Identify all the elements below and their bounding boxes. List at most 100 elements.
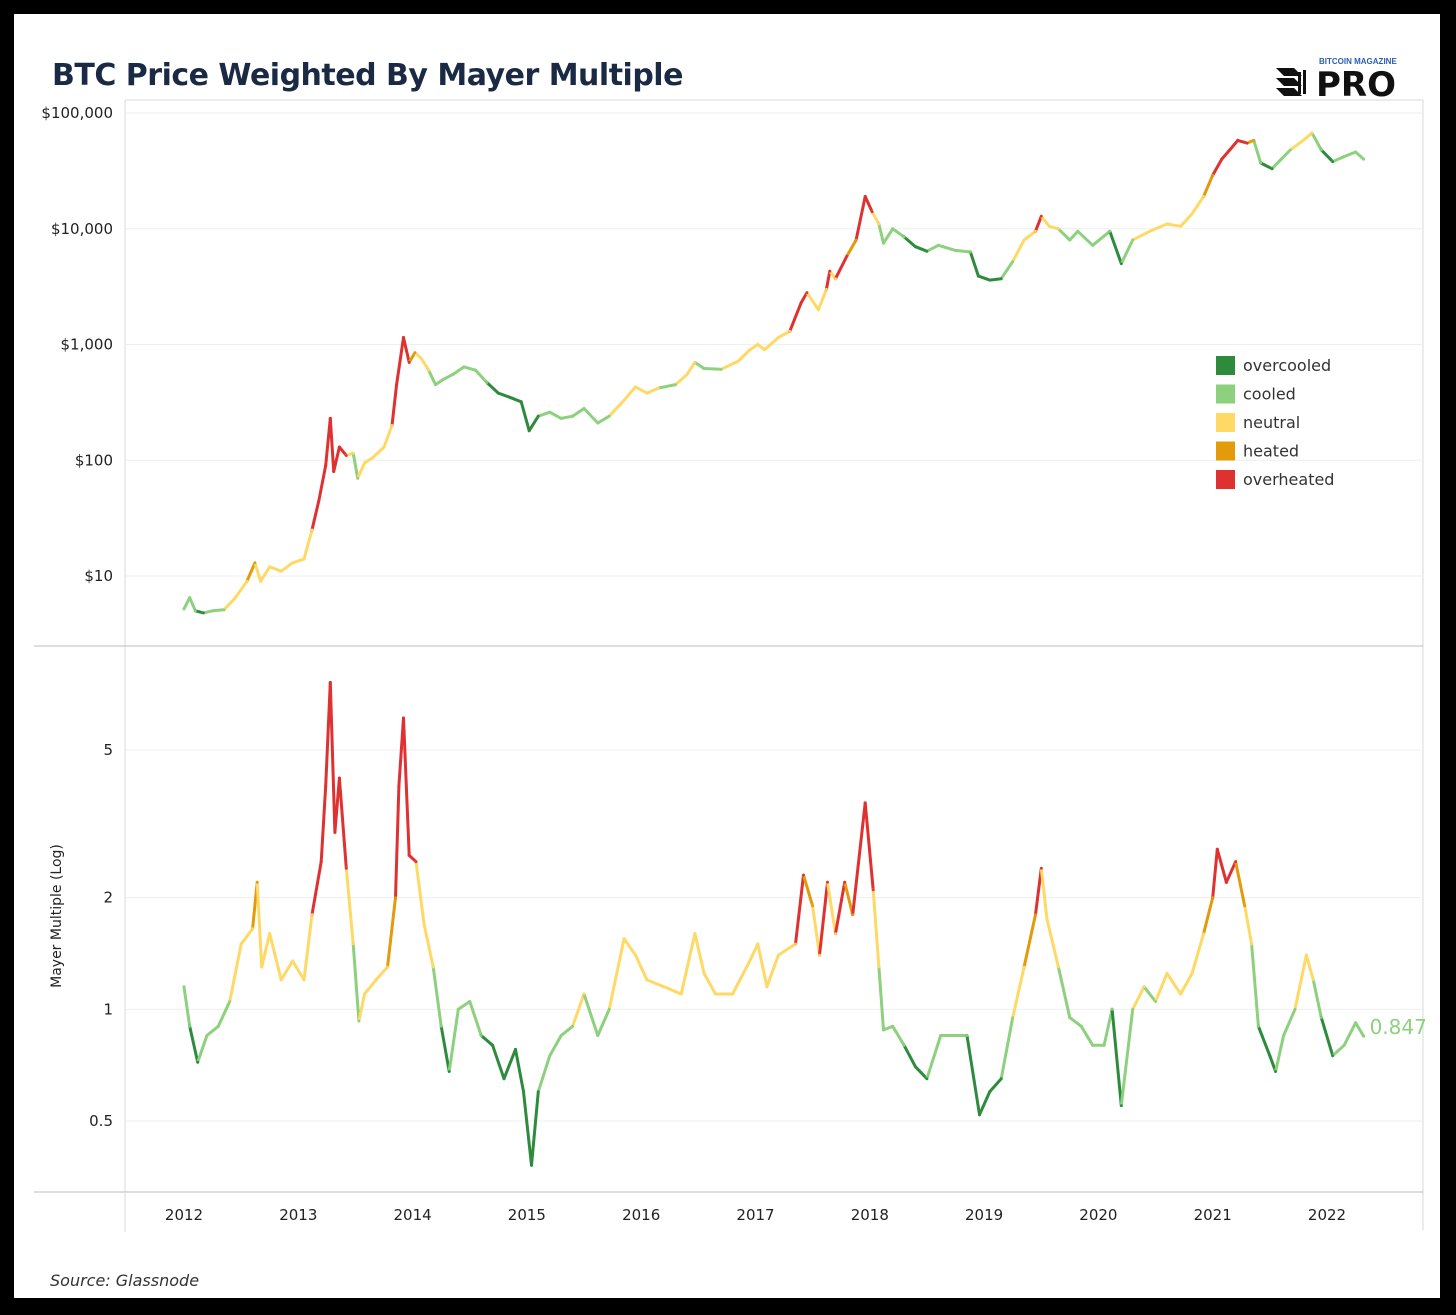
mayer-point	[363, 992, 366, 996]
mayer-point	[1293, 1007, 1297, 1011]
price-point	[1039, 214, 1043, 218]
price-segment	[702, 367, 723, 371]
price-point	[548, 410, 552, 414]
price-point	[194, 609, 197, 613]
price-segment	[1165, 222, 1183, 228]
price-point	[1220, 157, 1224, 161]
price-point	[845, 254, 849, 258]
mayer-segment	[291, 959, 306, 982]
price-segment	[845, 238, 858, 258]
price-point	[571, 414, 574, 418]
price-point	[1179, 224, 1183, 228]
mayer-segment	[439, 1024, 451, 1073]
mayer-segment	[1142, 985, 1157, 1003]
price-segment	[776, 329, 792, 339]
mayer-point	[765, 985, 769, 989]
mayer-segment	[228, 942, 243, 1003]
price-point	[420, 357, 424, 361]
mayer-point	[1274, 1070, 1277, 1073]
x-tick-label: 2022	[1308, 1206, 1346, 1224]
price-segment	[763, 336, 780, 352]
mayer-segment	[344, 866, 355, 946]
mayer-segment	[1056, 965, 1072, 1020]
price-point	[977, 274, 980, 278]
price-point	[1165, 222, 1169, 226]
price-point	[634, 385, 637, 389]
price-point	[182, 607, 186, 611]
price-point	[332, 470, 336, 473]
price-segment	[622, 385, 637, 402]
price-segment	[674, 373, 689, 387]
price-segment	[1131, 229, 1152, 242]
legend-swatch-overcooled	[1216, 356, 1235, 375]
price-point	[527, 429, 531, 433]
mayer-point	[1282, 1034, 1285, 1037]
price-segment	[976, 274, 992, 282]
mayer-point	[386, 965, 389, 969]
mayer-point	[978, 1113, 981, 1117]
price-point	[1310, 131, 1314, 135]
price-segment	[1354, 150, 1366, 161]
mayer-point	[374, 978, 378, 982]
mayer-point	[1250, 942, 1253, 946]
mayer-point	[826, 880, 829, 884]
mayer-segment	[1110, 1007, 1123, 1108]
mayer-point	[777, 953, 780, 957]
price-point	[188, 596, 192, 600]
price-point	[1245, 141, 1249, 145]
mayer-point	[1362, 1034, 1365, 1038]
price-point	[474, 368, 477, 372]
price-point	[559, 417, 563, 420]
mayer-segment	[1256, 1024, 1272, 1058]
price-point	[1289, 148, 1292, 152]
mayer-segment	[1034, 866, 1043, 917]
mayer-point	[954, 1034, 957, 1037]
price-segment	[253, 561, 263, 583]
price-segment	[351, 451, 360, 480]
price-segment	[891, 227, 906, 239]
price-segment	[863, 195, 874, 214]
price-segment	[1342, 150, 1358, 159]
mayer-segment	[645, 978, 666, 989]
price-point	[508, 395, 512, 399]
price-segment	[748, 343, 760, 352]
price-segment	[310, 498, 321, 532]
price-segment	[596, 414, 611, 425]
price-point	[1047, 224, 1051, 228]
price-segment	[559, 414, 575, 420]
price-point	[371, 456, 374, 460]
price-segment	[1236, 138, 1249, 145]
mayer-segment	[1011, 965, 1026, 1020]
price-point	[954, 249, 957, 252]
mayer-point	[1342, 1043, 1346, 1047]
x-tick-label: 2013	[279, 1206, 317, 1224]
price-point	[988, 278, 992, 282]
mayer-point	[310, 913, 314, 916]
price-segment	[1211, 157, 1224, 177]
price-segment	[451, 365, 466, 377]
mayer-segment	[386, 896, 397, 969]
mayer-segment	[447, 1007, 460, 1073]
mayer-point	[1311, 978, 1315, 982]
price-segment	[407, 351, 417, 364]
mayer-segment	[328, 681, 337, 834]
mayer-point	[319, 860, 323, 864]
mayer-segment	[1079, 1024, 1095, 1047]
mayer-segment	[536, 1054, 552, 1094]
x-tick-label: 2018	[851, 1206, 889, 1224]
price-point	[1034, 229, 1037, 233]
price-segment	[656, 383, 677, 390]
mayer-segment	[1165, 971, 1183, 996]
price-segment	[693, 360, 706, 370]
legend-label-heated: heated	[1243, 442, 1299, 461]
mayer-segment	[662, 985, 683, 996]
price-point	[1108, 229, 1112, 233]
mayer-point	[468, 1000, 472, 1003]
price-segment	[788, 301, 803, 333]
price-point	[395, 383, 398, 386]
price-segment	[1319, 148, 1335, 164]
mayer-point	[1319, 1016, 1323, 1019]
price-point	[902, 235, 906, 239]
price-point	[891, 227, 895, 231]
mayer-point	[502, 1077, 506, 1081]
